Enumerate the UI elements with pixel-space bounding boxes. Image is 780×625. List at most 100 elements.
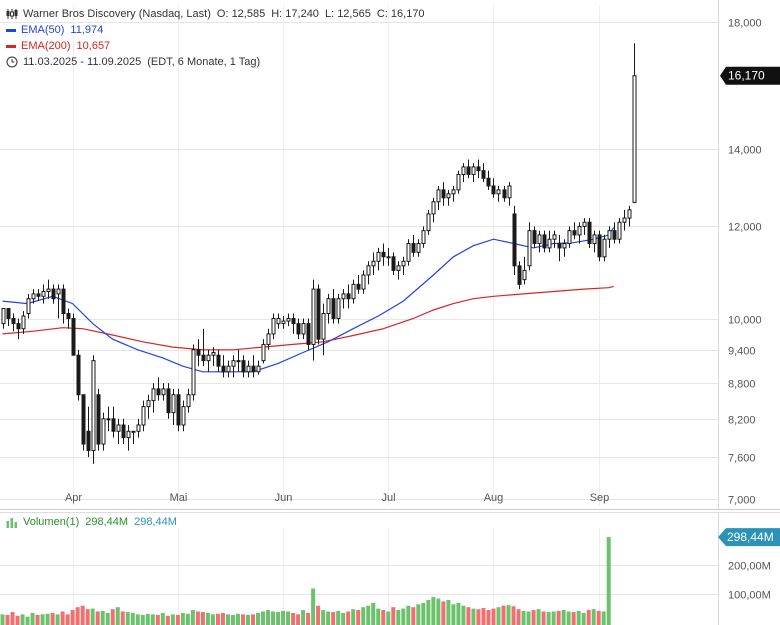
candle	[361, 270, 366, 294]
candle-body-up	[321, 313, 326, 340]
volume-value-1: 298,44M	[85, 516, 129, 528]
candle-body-down	[612, 230, 617, 240]
candle	[166, 383, 171, 419]
ema200-path	[2, 285, 614, 351]
candle	[562, 239, 567, 257]
candle	[6, 308, 11, 327]
candle	[231, 355, 236, 378]
volume-bar	[326, 611, 331, 625]
open-label: O:	[216, 8, 229, 20]
legend-ema50-row[interactable]: EMA(50) 11,974	[6, 22, 425, 38]
candle-body-up	[627, 209, 632, 219]
candle	[401, 256, 406, 275]
volume-bar	[511, 606, 516, 625]
candle	[602, 234, 607, 262]
candle-body-up	[496, 189, 501, 195]
candle	[351, 279, 356, 304]
volume-bar	[436, 598, 441, 625]
volume-bar	[541, 611, 546, 625]
candle-body-up	[126, 430, 131, 439]
candle-body-up	[456, 173, 461, 191]
candle	[241, 355, 246, 378]
candle	[21, 311, 26, 334]
candle	[296, 318, 301, 340]
candle	[96, 388, 101, 451]
last-volume-tag: 298,44M	[718, 528, 780, 547]
candle	[246, 360, 251, 378]
volume-bar	[566, 611, 571, 625]
candle-body-up	[416, 243, 421, 253]
volume-bar	[145, 613, 150, 625]
volume-bar	[75, 607, 80, 625]
candle	[632, 43, 637, 204]
candle	[51, 284, 56, 304]
volume-bar	[526, 611, 531, 625]
ema50-value: 11,974	[70, 24, 104, 36]
candle	[532, 226, 537, 248]
candle-body-up	[246, 365, 251, 373]
candle	[31, 289, 36, 304]
low-value: 12,565	[337, 8, 371, 20]
volume-bar	[576, 610, 581, 625]
candle	[186, 388, 191, 413]
volume-bar	[441, 601, 446, 625]
volume-bar	[170, 614, 175, 625]
volume-bar	[60, 611, 65, 625]
candle	[537, 230, 542, 253]
candle	[612, 222, 617, 244]
candle	[306, 318, 311, 350]
candle	[91, 355, 96, 464]
volume-bar	[551, 611, 556, 625]
candle	[226, 360, 231, 378]
candle	[617, 218, 622, 244]
candle	[76, 349, 81, 401]
last-volume-tag-bg	[718, 528, 780, 547]
candle	[456, 170, 461, 194]
candle-body-up	[91, 360, 96, 452]
candle	[146, 394, 151, 419]
volume-bar	[55, 614, 60, 625]
candle-body-down	[572, 230, 577, 236]
candle-body-down	[196, 349, 201, 356]
candle	[502, 185, 507, 202]
candle-body-up	[527, 230, 532, 267]
ema200-line	[2, 285, 614, 351]
volume-tick-label: 100,00M	[728, 590, 771, 602]
candle-body-up	[151, 388, 156, 402]
candle	[507, 182, 512, 206]
candle-body-up	[446, 193, 451, 199]
candle	[126, 424, 131, 451]
volume-bar	[601, 611, 606, 625]
volume-bar	[271, 611, 276, 625]
candle	[281, 316, 286, 329]
candle	[221, 355, 226, 378]
candle-body-down	[66, 313, 71, 320]
candle	[557, 234, 562, 262]
candle-body-up	[171, 394, 176, 414]
candle	[366, 261, 371, 285]
candle	[326, 293, 331, 324]
candle-body-up	[617, 221, 622, 240]
candle	[206, 349, 211, 372]
candle-body-up	[31, 293, 36, 300]
volume-bar	[160, 612, 165, 625]
volume-bar	[596, 610, 601, 625]
volume-bar	[105, 612, 110, 625]
candle-body-down	[166, 388, 171, 414]
volume-bar	[391, 607, 396, 625]
candle-body-up	[311, 288, 316, 345]
candle	[101, 412, 106, 451]
candle-body-up	[577, 225, 582, 236]
candle	[426, 209, 431, 235]
candle	[396, 261, 401, 280]
volume-bar	[30, 612, 35, 625]
last-volume-tag-text: 298,44M	[727, 530, 774, 544]
candle	[411, 234, 416, 257]
candle-body-down	[391, 256, 396, 271]
candle-body-down	[241, 360, 246, 373]
legend-ema200-row[interactable]: EMA(200) 10,657	[6, 38, 425, 54]
volume-bar	[411, 607, 416, 625]
volume-bar	[245, 614, 250, 625]
volume-bar	[456, 602, 461, 625]
